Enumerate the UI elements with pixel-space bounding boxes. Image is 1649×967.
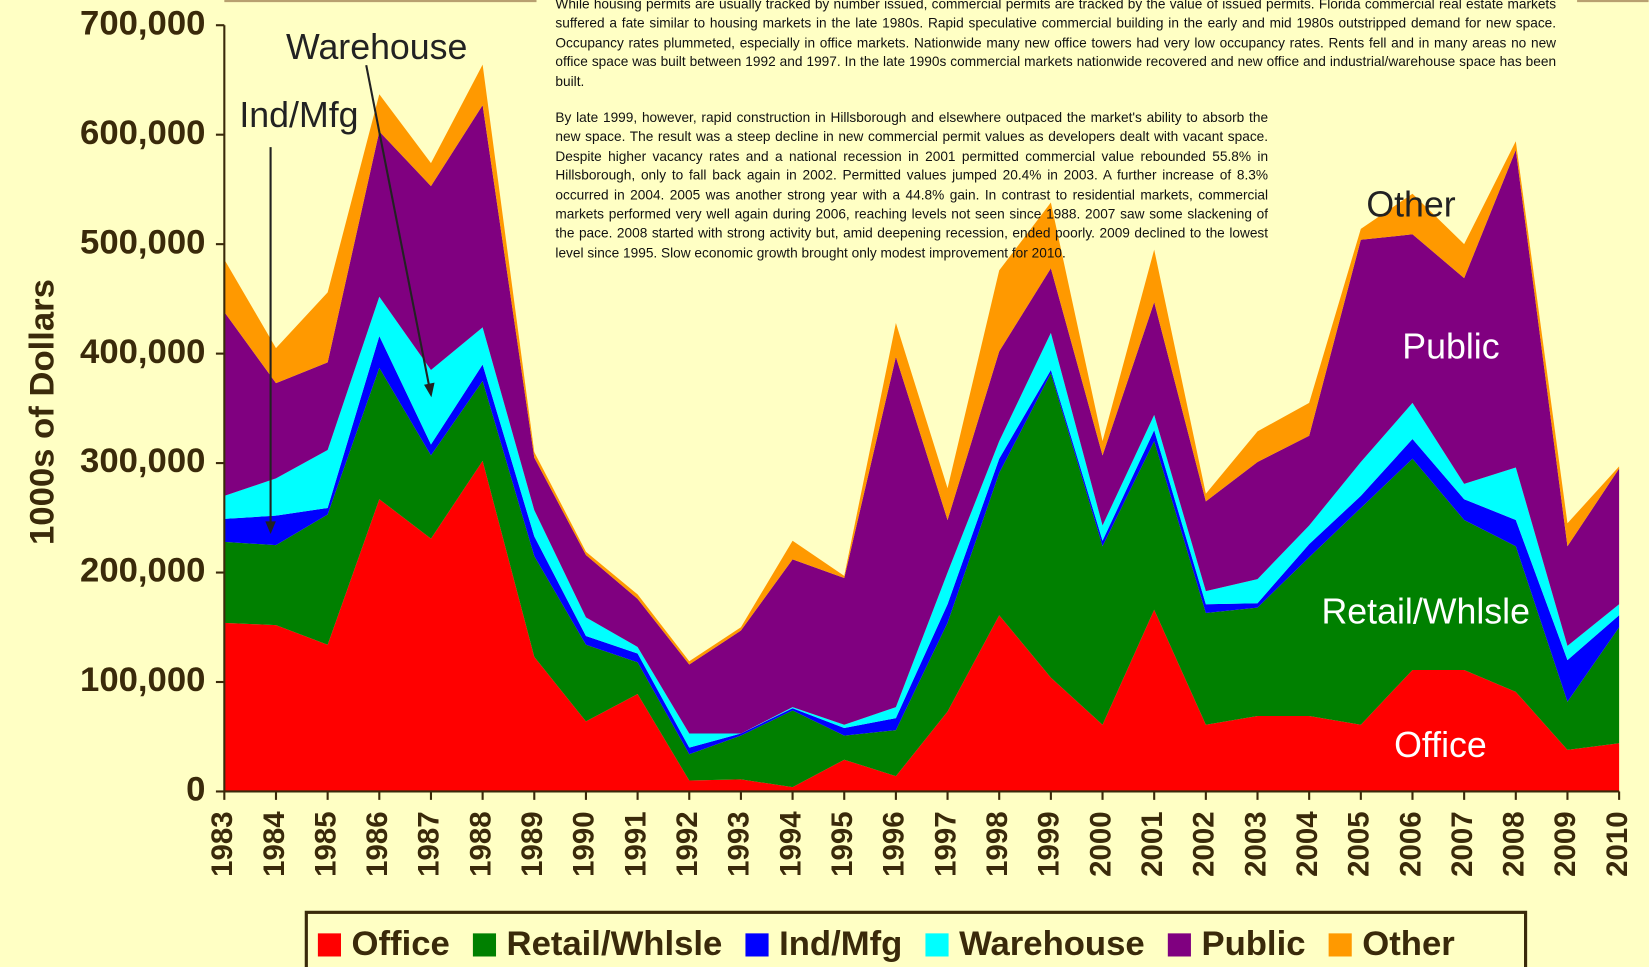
x-tick-label: 2007 bbox=[1446, 811, 1479, 876]
axes: 0 100,000 200,000 300,000 400,000 500,000 600,… bbox=[80, 4, 1634, 877]
annotation: Public bbox=[1402, 326, 1499, 366]
x-tick-label: 2010 bbox=[1601, 811, 1634, 876]
y-tick-label: 200,000 bbox=[80, 552, 205, 590]
legend-swatch bbox=[1167, 933, 1191, 957]
legend-label: Public bbox=[1201, 925, 1305, 963]
legend-swatch bbox=[1328, 933, 1352, 957]
x-tick-label: 1999 bbox=[1033, 811, 1066, 876]
legend-box bbox=[304, 910, 1528, 967]
x-tick-label: 1989 bbox=[516, 811, 549, 876]
legend-label: Ind/Mfg bbox=[779, 925, 902, 963]
annotation: Ind/Mfg bbox=[239, 95, 358, 135]
arrow-head bbox=[424, 382, 435, 398]
x-tick-label: 1984 bbox=[258, 811, 291, 877]
annotation: Other bbox=[1366, 185, 1455, 225]
y-tick-label: 600,000 bbox=[80, 114, 205, 152]
legend-label: Warehouse bbox=[959, 925, 1145, 963]
y-tick-label: 300,000 bbox=[80, 442, 205, 480]
x-tick-label: 2008 bbox=[1498, 811, 1531, 876]
legend-label: Retail/Whlsle bbox=[507, 925, 723, 963]
x-tick-label: 2005 bbox=[1343, 811, 1376, 876]
annotation: Retail/Whlsle bbox=[1322, 591, 1530, 631]
annotation: Warehouse bbox=[286, 27, 467, 67]
y-tick-label: 100,000 bbox=[80, 661, 205, 699]
x-tick-label: 1983 bbox=[206, 811, 239, 876]
x-tick-label: 2001 bbox=[1136, 811, 1169, 876]
arrow-head bbox=[265, 521, 276, 534]
y-axis-label: 1000s of Dollars bbox=[24, 279, 62, 545]
legend-swatch bbox=[745, 933, 769, 957]
x-tick-label: 2004 bbox=[1291, 811, 1324, 877]
annotation: Office bbox=[1394, 725, 1487, 765]
x-tick-label: 1988 bbox=[464, 811, 497, 876]
text-box: While housing permits are usually tracke… bbox=[555, 0, 1557, 89]
x-tick-label: 2006 bbox=[1394, 811, 1427, 876]
area bbox=[224, 296, 1620, 748]
annotations: Warehouse Ind/Mfg Other Public Retail/Whlsle… bbox=[239, 27, 1530, 765]
x-tick-label: 2009 bbox=[1549, 811, 1582, 876]
x-tick-label: 1990 bbox=[568, 811, 601, 876]
y-tick-label: 700,000 bbox=[80, 4, 205, 42]
legend-swatch bbox=[925, 933, 949, 957]
x-tick-label: 1995 bbox=[826, 811, 859, 876]
x-tick-label: 2002 bbox=[1188, 811, 1221, 876]
legend-swatch bbox=[472, 933, 497, 957]
y-tick-label: 400,000 bbox=[80, 333, 205, 371]
x-tick-label: 1992 bbox=[671, 811, 704, 876]
area bbox=[224, 460, 1620, 792]
x-tick-label: 1991 bbox=[619, 811, 652, 876]
text-box: By late 1999, however, rapid constructio… bbox=[555, 109, 1269, 261]
legend-label: Other bbox=[1362, 925, 1454, 963]
x-tick-label: 2000 bbox=[1084, 811, 1117, 876]
x-tick-label: 1996 bbox=[878, 811, 911, 876]
area bbox=[224, 105, 1620, 734]
x-tick-label: 1998 bbox=[981, 811, 1014, 876]
y-tick-label: 0 bbox=[186, 771, 205, 809]
x-tick-label: 1994 bbox=[774, 811, 807, 877]
area bbox=[224, 336, 1620, 755]
legend-swatch bbox=[317, 933, 341, 957]
areas bbox=[224, 64, 1620, 792]
x-tick-label: 1993 bbox=[723, 811, 756, 876]
y-tick-label: 500,000 bbox=[80, 223, 205, 261]
legend: Office Retail/Whlsle Ind/Mfg Warehouse Publi… bbox=[317, 925, 1455, 963]
x-tick-label: 1997 bbox=[929, 811, 962, 876]
paragraph: While housing permits are usually tracke… bbox=[555, 0, 1557, 89]
x-tick-label: 2003 bbox=[1239, 811, 1272, 876]
x-tick-label: 1987 bbox=[413, 811, 446, 876]
x-tick-label: 1985 bbox=[309, 811, 342, 876]
area bbox=[224, 367, 1620, 788]
paragraph: By late 1999, however, rapid constructio… bbox=[555, 109, 1269, 261]
arrow bbox=[365, 64, 431, 388]
legend-label: Office bbox=[352, 925, 450, 963]
x-tick-label: 1986 bbox=[361, 811, 394, 876]
